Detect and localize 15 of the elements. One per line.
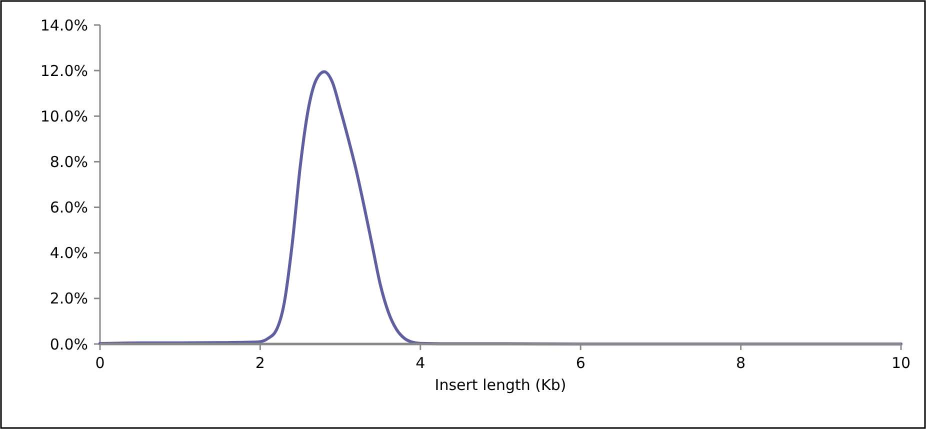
x-tick-label: 8 xyxy=(736,354,746,372)
x-axis-title: Insert length (Kb) xyxy=(434,376,566,394)
x-tick-label: 0 xyxy=(95,354,105,372)
x-tick-label: 4 xyxy=(416,354,426,372)
x-tick-label: 10 xyxy=(891,354,911,372)
y-tick-label: 14.0% xyxy=(40,16,88,34)
x-tick-label: 2 xyxy=(255,354,265,372)
y-tick-label: 8.0% xyxy=(50,152,88,171)
y-tick-label: 4.0% xyxy=(50,244,88,262)
y-tick-label: 12.0% xyxy=(40,62,88,80)
y-tick-label: 2.0% xyxy=(50,290,88,308)
y-tick-label: 6.0% xyxy=(50,198,88,217)
y-tick-label: 10.0% xyxy=(40,107,88,126)
x-tick-label: 6 xyxy=(576,354,586,372)
y-tick-label: 0.0% xyxy=(50,335,88,354)
